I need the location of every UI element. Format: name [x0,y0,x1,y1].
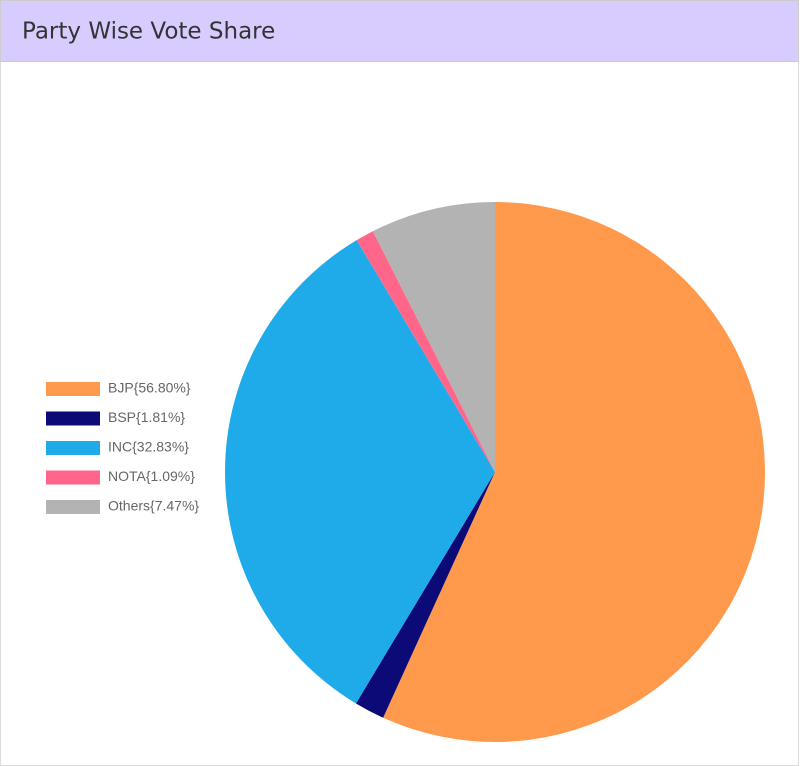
legend-label: INC{32.83%} [108,439,189,455]
legend-swatch [46,500,100,514]
legend-label: Others{7.47%} [108,498,199,514]
legend-label: BSP{1.81%} [108,409,185,425]
pie-slice [356,231,495,472]
legend-label: BJP{56.80%} [108,380,191,396]
legend-label: NOTA{1.09%} [108,468,195,484]
pie-slice [225,240,496,704]
legend-swatch [46,470,100,485]
pie-slice [355,472,495,718]
panel-header [0,0,799,62]
pie-slice [383,202,766,742]
legend-swatch [46,382,100,396]
pie-slice [372,202,495,472]
pie [225,202,766,742]
legend-swatch [46,441,100,455]
legend-swatch [46,411,100,426]
legend: BJP{56.80%} BSP{1.81%} INC{32.83%} NOTA{1.0… [46,380,199,514]
chart-title: Party Wise Vote Share [22,19,275,45]
